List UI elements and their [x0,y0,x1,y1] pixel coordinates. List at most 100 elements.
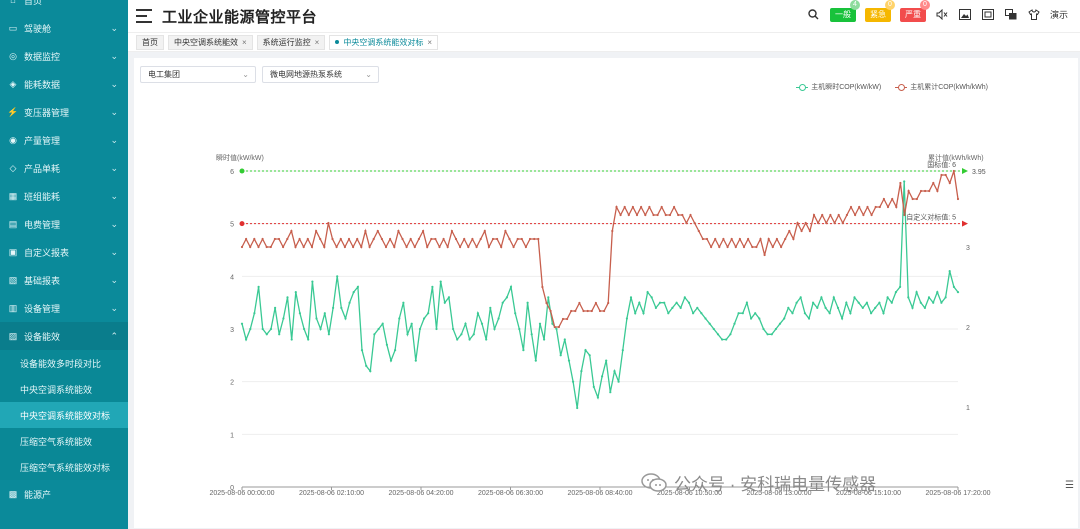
theme-shirt-icon[interactable] [1027,7,1041,21]
data-point [344,317,347,320]
x-tick-label: 2025-08-06 00:00:00 [210,490,275,497]
data-point [479,237,482,241]
system-select[interactable]: 微电网地源热泵系统 ⌄ [262,66,379,83]
sidebar-item[interactable]: ◇ 产品单耗 ⌄ [0,154,128,182]
data-point [754,312,757,315]
data-point [294,291,297,294]
data-point [853,296,856,299]
sidebar-item[interactable]: ◉ 产量管理 ⌄ [0,126,128,154]
tab-system-monitor[interactable]: 系统运行监控 × [256,34,326,50]
data-point [803,312,807,315]
data-point [356,237,359,241]
tab-hvac-benchmark[interactable]: 中央空调系统能效对标 × [329,34,439,50]
data-point [394,349,397,352]
sidebar-item[interactable]: ◈ 能耗数据 ⌄ [0,70,128,98]
data-point [476,312,479,315]
data-point [373,333,376,336]
data-point [603,309,606,313]
tab-label: 中央空调系统能效 [174,37,238,47]
tab-home[interactable]: 首页 [136,34,164,50]
data-point [253,312,256,315]
legend-swatch-icon [796,83,809,91]
data-point [376,229,379,233]
data-point [775,237,779,241]
sidebar-item[interactable]: ▩ 能源产 [0,480,128,508]
alarm-urgent-badge[interactable]: 紧急 0 [864,0,895,22]
data-point [471,237,474,241]
y-tick-left: 6 [230,169,234,176]
sidebar-item[interactable]: ▭ 驾驶舱 ⌄ [0,14,128,42]
sidebar-item[interactable]: ◎ 数据监控 ⌄ [0,42,128,70]
data-point [828,312,831,315]
data-point [849,205,853,209]
submenu-item[interactable]: 压缩空气系统能效对标 [20,462,111,473]
search-icon[interactable] [807,7,821,21]
submenu-item[interactable]: 设备能效多时段对比 [20,358,102,369]
data-point [787,306,790,309]
menu-item-icon: ▤ [8,218,18,229]
data-point [393,245,396,249]
sidebar-item[interactable]: ▦ 班组能耗 ⌄ [0,182,128,210]
alarm-severe-badge[interactable]: 严重 0 [899,0,930,22]
data-point [899,285,902,288]
fullscreen-icon[interactable] [981,7,995,21]
data-point [327,333,330,336]
sidebar-item[interactable]: ⌂ 首页 [0,0,128,14]
alarm-normal-badge[interactable]: 一般 4 [829,0,860,22]
data-point [372,237,375,241]
data-point [944,296,947,299]
sidebar-item[interactable]: ▨ 设备能效 ⌃ [0,322,128,350]
data-point [778,322,782,325]
sidebar-item[interactable]: ▤ 电费管理 ⌄ [0,210,128,238]
data-point [770,333,773,336]
menu-toggle-icon[interactable] [136,9,152,23]
data-point [274,306,277,309]
sidebar-item[interactable]: ▥ 设备管理 ⌄ [0,294,128,322]
data-point [496,237,499,241]
sidebar: ⌂ 首页 ▭ 驾驶舱 ⌄ ◎ 数据监控 ⌄ ◈ 能耗数据 ⌄ ⚡ 变压器管理 ⌄ ◉ 产量管理 ⌄ ◇ 产品单耗 ⌄ ▦… [0,0,128,529]
data-point [956,291,960,294]
mute-icon[interactable] [935,7,949,21]
submenu-item[interactable]: 中央空调系统能效对标 [0,402,128,428]
x-tick-label: 2025-08-06 08:40:00 [568,490,633,497]
data-point [335,245,338,249]
chart-settings-icon[interactable]: ☰ [1065,480,1074,491]
legend-item-cumulative[interactable]: 主机累计COP(kWh/kWh) [895,82,988,92]
chevron-down-icon: ⌄ [110,50,118,61]
submenu-item[interactable]: 中央空调系统能效 [20,384,93,395]
submenu-item[interactable]: 压缩空气系统能效 [20,436,93,447]
sidebar-item[interactable]: ▧ 基础报表 ⌄ [0,266,128,294]
layout-icon[interactable] [1004,7,1018,21]
close-icon[interactable]: × [314,37,320,47]
data-point [627,213,630,217]
y-tick-right: 3 [966,245,970,252]
data-point [734,245,737,249]
data-point [928,189,931,193]
sidebar-item[interactable]: ⚡ 变压器管理 ⌄ [0,98,128,126]
data-point [857,301,860,304]
image-icon[interactable] [958,7,972,21]
data-point [261,237,264,241]
tab-hvac-efficiency[interactable]: 中央空调系统能效 × [168,34,253,50]
data-point [911,197,914,201]
data-point [422,229,425,233]
data-point [697,229,700,233]
close-icon[interactable]: × [427,37,433,47]
data-point [820,296,823,299]
chevron-down-icon: ⌄ [242,70,249,79]
data-point [389,359,393,362]
data-point [522,349,525,352]
close-icon[interactable]: × [242,37,247,47]
menu-item-icon: ⌂ [10,0,16,5]
wechat-icon [640,472,668,494]
demo-user-label[interactable]: 演示 [1049,9,1068,20]
data-point [741,312,744,315]
sidebar-item[interactable]: ▣ 自定义报表 ⌄ [0,238,128,266]
data-point [249,327,252,331]
data-point [615,205,618,209]
data-point [467,245,470,249]
legend-item-instant[interactable]: 主机瞬时COP(kW/kW) [796,82,881,92]
group-select[interactable]: 电工集团 ⌄ [140,66,256,83]
data-point [924,189,927,193]
